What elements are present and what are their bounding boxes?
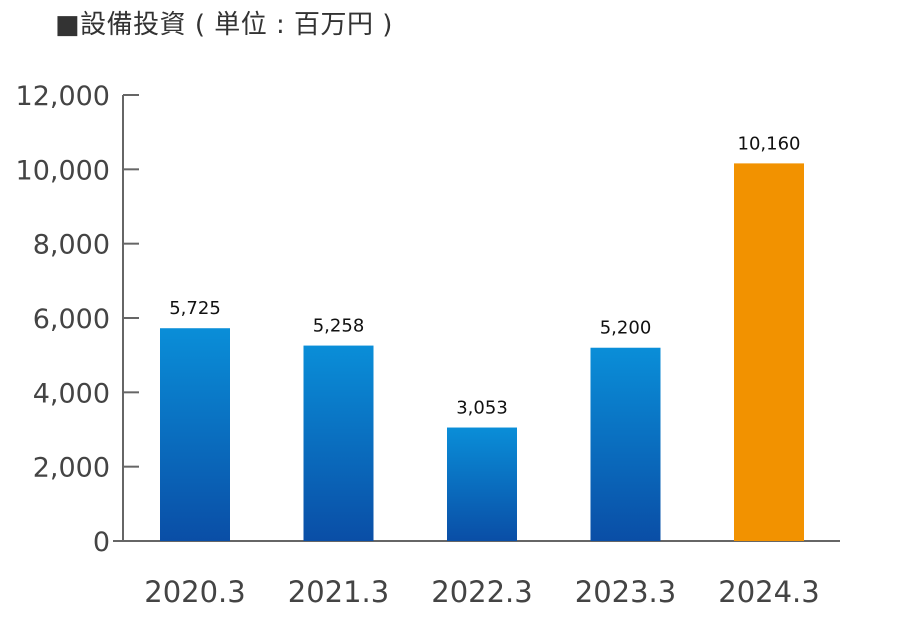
y-tick-label: 0 (93, 527, 110, 558)
data-label: 5,258 (313, 316, 365, 337)
bar-2023.3 (590, 347, 661, 541)
labels: 5,725 2020.3 5,258 2021.3 3,053 2022.3 5,200 20… (144, 133, 819, 609)
y-tick-label: 4,000 (33, 378, 110, 409)
bar-2020.3 (160, 328, 230, 541)
bar-2022.3 (447, 427, 517, 541)
x-tick-label: 2024.3 (718, 575, 819, 609)
y-tick-label: 6,000 (33, 304, 110, 335)
x-tick-label: 2021.3 (288, 575, 389, 609)
y-tick-label: 8,000 (33, 230, 110, 261)
data-label: 3,053 (456, 398, 508, 419)
x-tick-label: 2022.3 (431, 575, 532, 609)
chart-title: ■設備投資 ( 単位 : 百万円 ) (55, 10, 393, 40)
axes: 0 2,000 4,000 6,000 8,000 10,000 12,000 (16, 81, 840, 558)
y-tick-label: 10,000 (16, 155, 110, 186)
data-label: 10,160 (738, 133, 801, 154)
bar-2021.3 (303, 345, 374, 541)
bars (160, 163, 804, 542)
x-tick-label: 2023.3 (575, 575, 676, 609)
data-label: 5,725 (169, 298, 221, 319)
bar-2024.3 (734, 163, 804, 542)
y-tick-label: 2,000 (33, 453, 110, 484)
y-tick-label: 12,000 (16, 81, 110, 112)
data-label: 5,200 (600, 318, 652, 339)
x-tick-label: 2020.3 (144, 575, 245, 609)
